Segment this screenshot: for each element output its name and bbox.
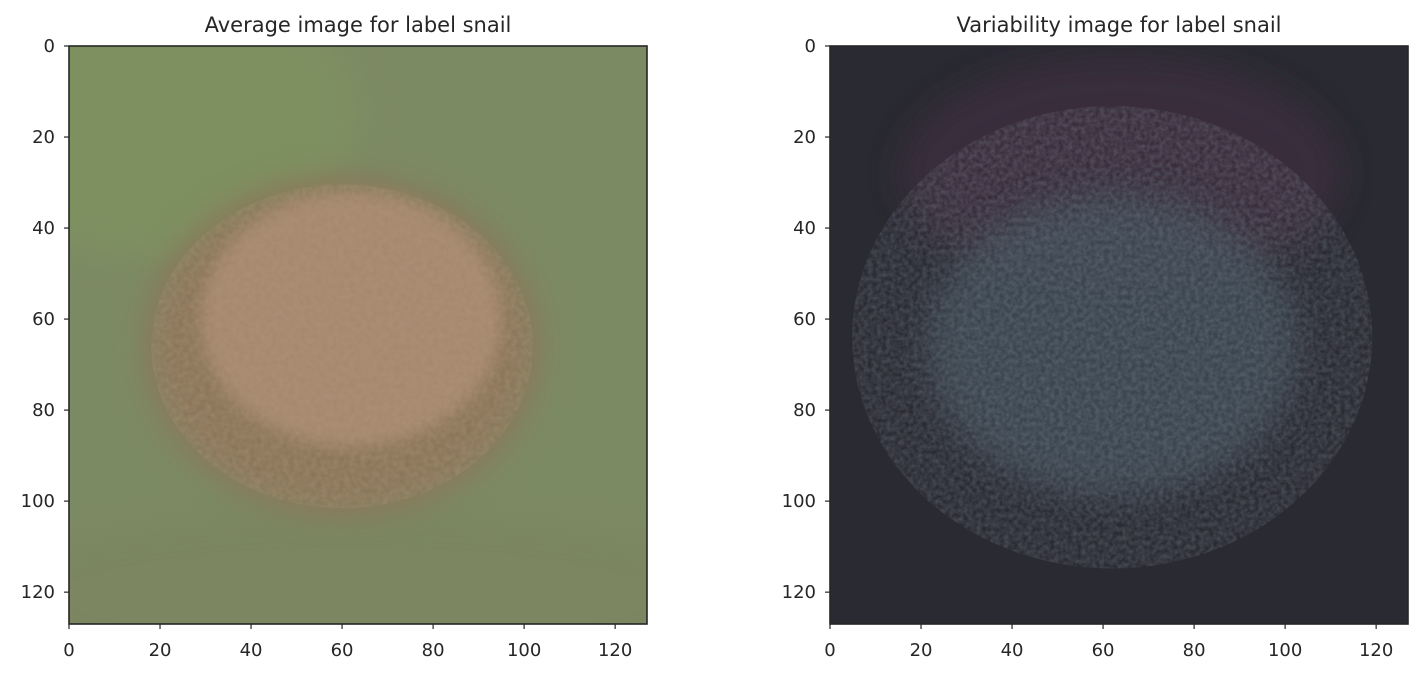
variability-image	[830, 46, 1408, 624]
panel-average-xticks: 0 20 40 60 80 100 120	[63, 624, 632, 661]
panel-variability-title: Variability image for label snail	[957, 13, 1282, 37]
average-image	[69, 46, 647, 624]
panel-variability-xtick-label: 120	[1359, 640, 1393, 661]
panel-average-ytick-label: 80	[32, 400, 55, 421]
panel-average-xtick-label: 20	[149, 640, 172, 661]
panel-variability-ytick-label: 0	[805, 36, 816, 57]
panel-variability-ytick-label: 40	[793, 218, 816, 239]
panel-average-xtick-label: 120	[598, 640, 632, 661]
panel-variability-xtick-label: 100	[1268, 640, 1302, 661]
panel-average-title: Average image for label snail	[205, 13, 512, 37]
panel-average-xtick-label: 100	[507, 640, 541, 661]
panel-variability-xtick-label: 20	[910, 640, 933, 661]
panel-average-ytick-label: 100	[21, 491, 55, 512]
panel-variability: Variability image for label snail 0 20 40 6…	[782, 13, 1409, 661]
panel-average-ytick-label: 20	[32, 127, 55, 148]
panel-average-ytick-label: 40	[32, 218, 55, 239]
average-bottom-band	[69, 508, 647, 624]
panel-average-xtick-label: 60	[331, 640, 354, 661]
panel-average-ytick-label: 60	[32, 309, 55, 330]
variability-texture	[852, 106, 1373, 569]
average-blob-texture	[151, 184, 533, 509]
panel-variability-ytick-label: 80	[793, 400, 816, 421]
panel-variability-xticks: 0 20 40 60 80 100 120	[824, 624, 1393, 661]
panel-variability-ytick-label: 60	[793, 309, 816, 330]
panel-average-xtick-label: 80	[422, 640, 445, 661]
panel-variability-xtick-label: 40	[1001, 640, 1024, 661]
panel-average-ytick-label: 120	[21, 582, 55, 603]
panel-variability-frame	[829, 45, 1409, 625]
panel-variability-xtick-label: 80	[1183, 640, 1206, 661]
panel-average: Average image for label snail 0 20 40 60 80 1…	[21, 13, 648, 661]
panel-variability-xtick-label: 60	[1092, 640, 1115, 661]
panel-average-yticks: 0 20 40 60 80 100 120	[21, 36, 69, 603]
panel-average-xtick-label: 40	[240, 640, 263, 661]
panel-variability-xtick-label: 0	[824, 640, 835, 661]
panel-variability-ytick-label: 100	[782, 491, 816, 512]
panel-variability-yticks: 0 20 40 60 80 100 120	[782, 36, 830, 603]
panel-average-ytick-label: 0	[44, 36, 55, 57]
panel-average-xtick-label: 0	[63, 640, 74, 661]
panel-variability-ytick-label: 120	[782, 582, 816, 603]
panel-average-frame	[68, 45, 648, 625]
panel-variability-ytick-label: 20	[793, 127, 816, 148]
